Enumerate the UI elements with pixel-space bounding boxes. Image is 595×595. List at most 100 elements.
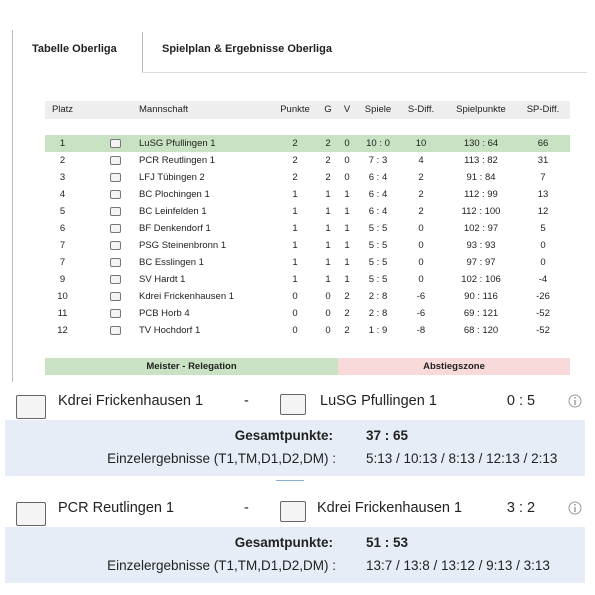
cell: -52: [536, 308, 550, 319]
cell: Spiele: [364, 104, 392, 115]
cell: 0: [418, 274, 424, 285]
separator: -: [244, 393, 249, 409]
cell: 1: [292, 206, 298, 217]
cell: 1: [344, 206, 350, 217]
cell: 1: [325, 189, 331, 200]
cell: 10: [415, 138, 427, 149]
cell: 2: [325, 155, 331, 166]
cell: 1: [344, 223, 350, 234]
cell: 0: [292, 308, 298, 319]
info-icon[interactable]: [568, 501, 582, 515]
cell: 102 : 97: [463, 223, 499, 234]
cell: 66: [537, 138, 549, 149]
team-logo: [16, 502, 46, 527]
cell: 0: [325, 291, 331, 302]
cell: 10 : 0: [366, 138, 390, 149]
cell: 3: [59, 172, 66, 183]
cell: V: [343, 104, 351, 115]
cell: 5: [540, 223, 546, 234]
cell: 31: [537, 155, 549, 166]
score: 3 : 2: [506, 500, 536, 516]
cell: 13: [537, 189, 549, 200]
cell: 9: [59, 274, 66, 285]
cell: 0: [540, 257, 546, 268]
detail-label: Einzelergebnisse (T1,TM,D1,D2,DM) :: [107, 558, 336, 573]
cell: 2: [344, 308, 350, 319]
cell: Spielpunkte: [456, 104, 506, 115]
cell: 5 : 5: [368, 274, 388, 285]
cell: 102 : 106: [461, 274, 501, 285]
cell: 7 : 3: [368, 155, 388, 166]
cell: 1: [292, 189, 298, 200]
cell: 1: [325, 240, 331, 251]
header-row-bg: [45, 101, 570, 119]
cell: 5 : 5: [368, 257, 388, 268]
cell: 2: [344, 325, 350, 336]
team-logo: [110, 326, 121, 336]
legend-green: [45, 358, 338, 375]
cell: 0: [325, 308, 331, 319]
cell: 1: [344, 274, 350, 285]
cell: 5: [59, 206, 66, 217]
team-name: BC Plochingen 1: [139, 189, 210, 200]
cell: 0: [418, 257, 424, 268]
team-logo: [110, 258, 121, 268]
away-team: LuSG Pfullingen 1: [320, 393, 437, 409]
cell: -52: [536, 325, 550, 336]
match-divider: [276, 480, 304, 481]
cell: -8: [416, 325, 426, 336]
team-logo: [110, 224, 121, 234]
cell: 1: [325, 274, 331, 285]
cell: -6: [416, 308, 426, 319]
cell: 10: [57, 291, 68, 302]
cell: Punkte: [280, 104, 310, 115]
team-name: Kdrei Frickenhausen 1: [139, 291, 235, 302]
legend-label: Meister - Relegation: [146, 361, 237, 372]
detail-label: Einzelergebnisse (T1,TM,D1,D2,DM) :: [107, 451, 336, 466]
total-label: Gesamtpunkte:: [234, 428, 333, 443]
team-name: BF Denkendorf 1: [139, 223, 211, 234]
cell: 0: [292, 291, 298, 302]
cell: 69 : 121: [463, 308, 499, 319]
cell: 112 : 99: [464, 189, 498, 200]
cell: -4: [538, 274, 548, 285]
legend-red: [338, 358, 570, 375]
team-name: TV Hochdorf 1: [139, 325, 201, 336]
cell: 7: [540, 172, 546, 183]
cell: 93 : 93: [466, 240, 496, 251]
cell: 12: [57, 325, 68, 336]
cell: 11: [57, 308, 68, 319]
total: 37 : 65: [366, 428, 409, 443]
away-team: Kdrei Frickenhausen 1: [317, 500, 463, 516]
tab-divider: [12, 30, 13, 382]
tab[interactable]: Tabelle Oberliga: [32, 43, 117, 55]
cell: 7: [59, 257, 66, 268]
cell: 113 : 82: [464, 155, 498, 166]
score: 0 : 5: [506, 393, 536, 409]
team-logo: [110, 207, 121, 217]
cell: 2: [325, 172, 331, 183]
cell: 6: [59, 223, 66, 234]
cell: 0: [540, 240, 546, 251]
cell: 1: [292, 240, 298, 251]
cell: 2: [59, 155, 66, 166]
cell: 1: [344, 257, 350, 268]
cell: 1: [344, 240, 350, 251]
team-logo: [110, 190, 121, 200]
team-logo: [110, 275, 121, 285]
team-name: BC Leinfelden 1: [139, 206, 207, 217]
team-name: LFJ Tübingen 2: [139, 172, 205, 183]
info-icon[interactable]: [568, 394, 582, 408]
team-logo: [280, 501, 306, 523]
cell: 130 : 64: [463, 138, 499, 149]
tab[interactable]: Spielplan & Ergebnisse Oberliga: [162, 43, 332, 55]
cell: 2: [292, 138, 298, 149]
cell: 90 : 116: [464, 291, 498, 302]
cell: 4: [418, 155, 424, 166]
tab-separator: [142, 32, 143, 72]
cell: 4: [59, 189, 66, 200]
cell: 2: [418, 206, 424, 217]
team-logo: [280, 394, 306, 416]
team-logo: [110, 139, 121, 149]
